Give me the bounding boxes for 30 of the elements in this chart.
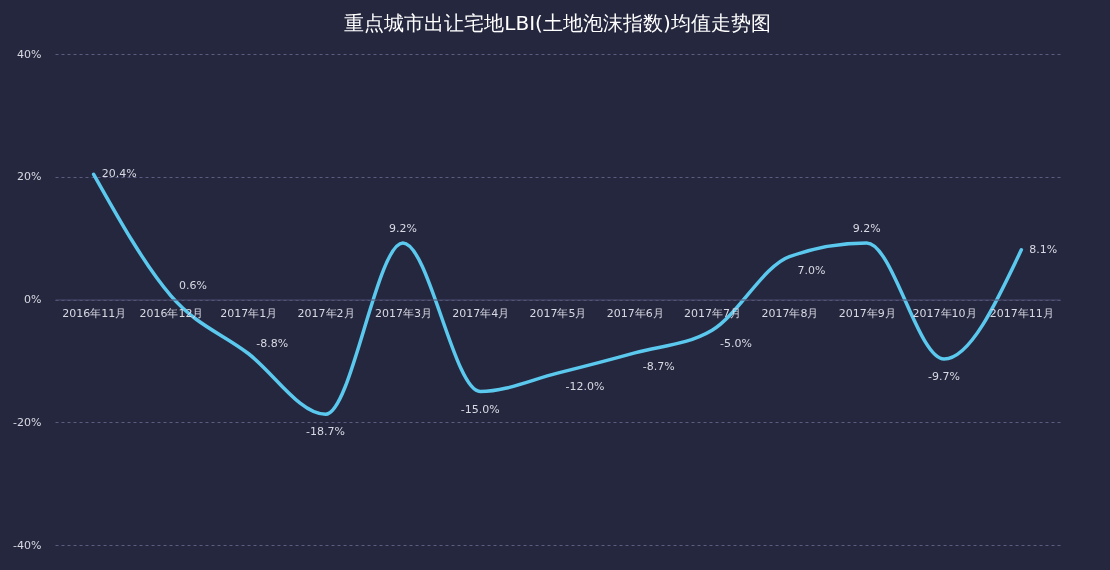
y-tick-label: 0% xyxy=(24,293,42,306)
x-tick-label: 2017年2月 xyxy=(297,307,355,320)
data-label: -5.0% xyxy=(720,337,753,351)
y-tick-label: 20% xyxy=(17,170,42,184)
x-tick-label: 2016年11月 xyxy=(62,307,127,320)
x-tick-label: 2017年6月 xyxy=(606,307,664,320)
data-label: -8.7% xyxy=(642,359,675,373)
x-tick-label: 2017年11月 xyxy=(989,307,1054,320)
data-label: 20.4% xyxy=(101,167,137,181)
data-label: 7.0% xyxy=(797,263,826,277)
data-label: -12.0% xyxy=(565,380,605,394)
data-label: -18.7% xyxy=(306,425,346,439)
x-tick-label: 2017年9月 xyxy=(838,307,896,320)
y-tick-label: 40% xyxy=(17,47,42,61)
y-tick-label: -40% xyxy=(13,538,42,552)
x-tick-label: 2017年8月 xyxy=(761,307,819,320)
x-tick-label: 2017年3月 xyxy=(374,307,432,320)
data-label: 9.2% xyxy=(852,222,881,236)
data-label: -8.8% xyxy=(256,336,289,350)
chart-title: 重点城市出让宅地LBI(土地泡沫指数)均值走势图 xyxy=(344,11,771,35)
x-tick-label: 2017年10月 xyxy=(912,307,977,320)
x-tick-label: 2017年1月 xyxy=(220,307,278,320)
x-tick-label: 2017年5月 xyxy=(529,307,587,320)
data-label: 8.1% xyxy=(1029,242,1058,256)
data-label: 9.2% xyxy=(388,222,417,236)
data-label: 0.6% xyxy=(178,278,207,292)
data-label: -9.7% xyxy=(928,370,960,384)
y-tick-label: -20% xyxy=(13,415,42,429)
data-label: -15.0% xyxy=(460,402,500,416)
x-tick-label: 2017年4月 xyxy=(452,307,510,320)
